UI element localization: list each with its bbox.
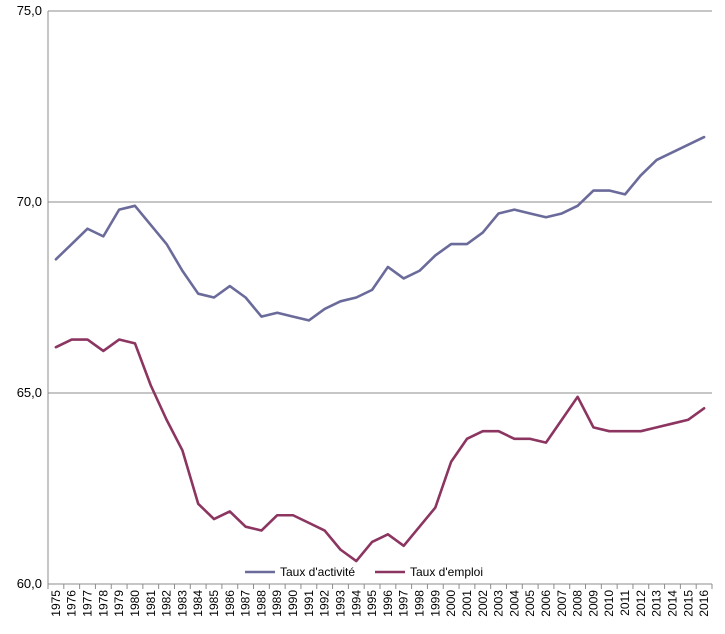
legend-label: Taux d'activité <box>280 565 355 579</box>
x-tick-label: 1990 <box>286 590 300 617</box>
x-tick-label: 2014 <box>665 590 679 617</box>
x-tick-label: 1986 <box>223 590 237 617</box>
x-tick-label: 2000 <box>444 590 458 617</box>
x-tick-label: 1975 <box>49 590 63 617</box>
x-tick-label: 1999 <box>428 590 442 617</box>
series-lines <box>54 135 706 563</box>
x-tick-label: 1981 <box>144 590 158 617</box>
x-tick-label: 1994 <box>349 590 363 617</box>
x-tick-label: 2015 <box>681 590 695 617</box>
x-tick-label: 2016 <box>697 590 711 617</box>
axes: 60,0 65,0 70,0 75,0 1975 1976 1977 1978 1979 1980… <box>17 3 713 617</box>
series-line-taux-activite <box>54 135 706 322</box>
x-tick-label: 1988 <box>254 590 268 617</box>
y-tick-label: 75,0 <box>17 3 42 18</box>
x-tick-label: 2011 <box>618 590 632 616</box>
y-tick-label: 60,0 <box>17 576 42 591</box>
x-tick-label: 1980 <box>128 590 142 617</box>
x-tick-label: 1991 <box>302 590 316 617</box>
x-tick-label: 1984 <box>191 590 205 617</box>
x-tick-label: 1978 <box>96 590 110 617</box>
x-tick-label: 2013 <box>650 590 664 617</box>
x-tick-label: 1977 <box>81 590 95 617</box>
x-tick-label: 1982 <box>160 590 174 617</box>
x-tick-label: 2010 <box>602 590 616 617</box>
x-tick-label: 1985 <box>207 590 221 617</box>
x-tick-label: 1976 <box>65 590 79 617</box>
x-tick-label: 2002 <box>476 590 490 617</box>
x-tick-label: 1989 <box>270 590 284 617</box>
x-tick-label: 2004 <box>507 590 521 617</box>
x-tick-label: 2012 <box>634 590 648 617</box>
x-tick-label: 2001 <box>460 590 474 617</box>
x-tick-label: 1998 <box>413 590 427 617</box>
series-line-taux-emploi <box>54 338 706 563</box>
y-tick-label: 65,0 <box>17 385 42 400</box>
gridlines <box>48 10 712 394</box>
x-tick-label: 1987 <box>239 590 253 617</box>
x-tick-label: 2007 <box>555 590 569 617</box>
x-tick-label: 2006 <box>539 590 553 617</box>
legend-label: Taux d'emploi <box>410 565 483 579</box>
y-tick-label: 70,0 <box>17 194 42 209</box>
x-tick-label: 2003 <box>492 590 506 617</box>
x-tick-label: 1993 <box>333 590 347 617</box>
x-tick-label: 1983 <box>175 590 189 617</box>
x-tick-label: 1979 <box>112 590 126 617</box>
x-tick-label: 1996 <box>381 590 395 617</box>
x-tick-label: 2008 <box>571 590 585 617</box>
x-tick-label: 1995 <box>365 590 379 617</box>
x-tick-label: 1997 <box>397 590 411 617</box>
x-tick-label: 1992 <box>318 590 332 617</box>
x-tick-label: 2005 <box>523 590 537 617</box>
x-tick-label: 2009 <box>586 590 600 617</box>
legend: Taux d'activité Taux d'emploi <box>245 565 483 579</box>
